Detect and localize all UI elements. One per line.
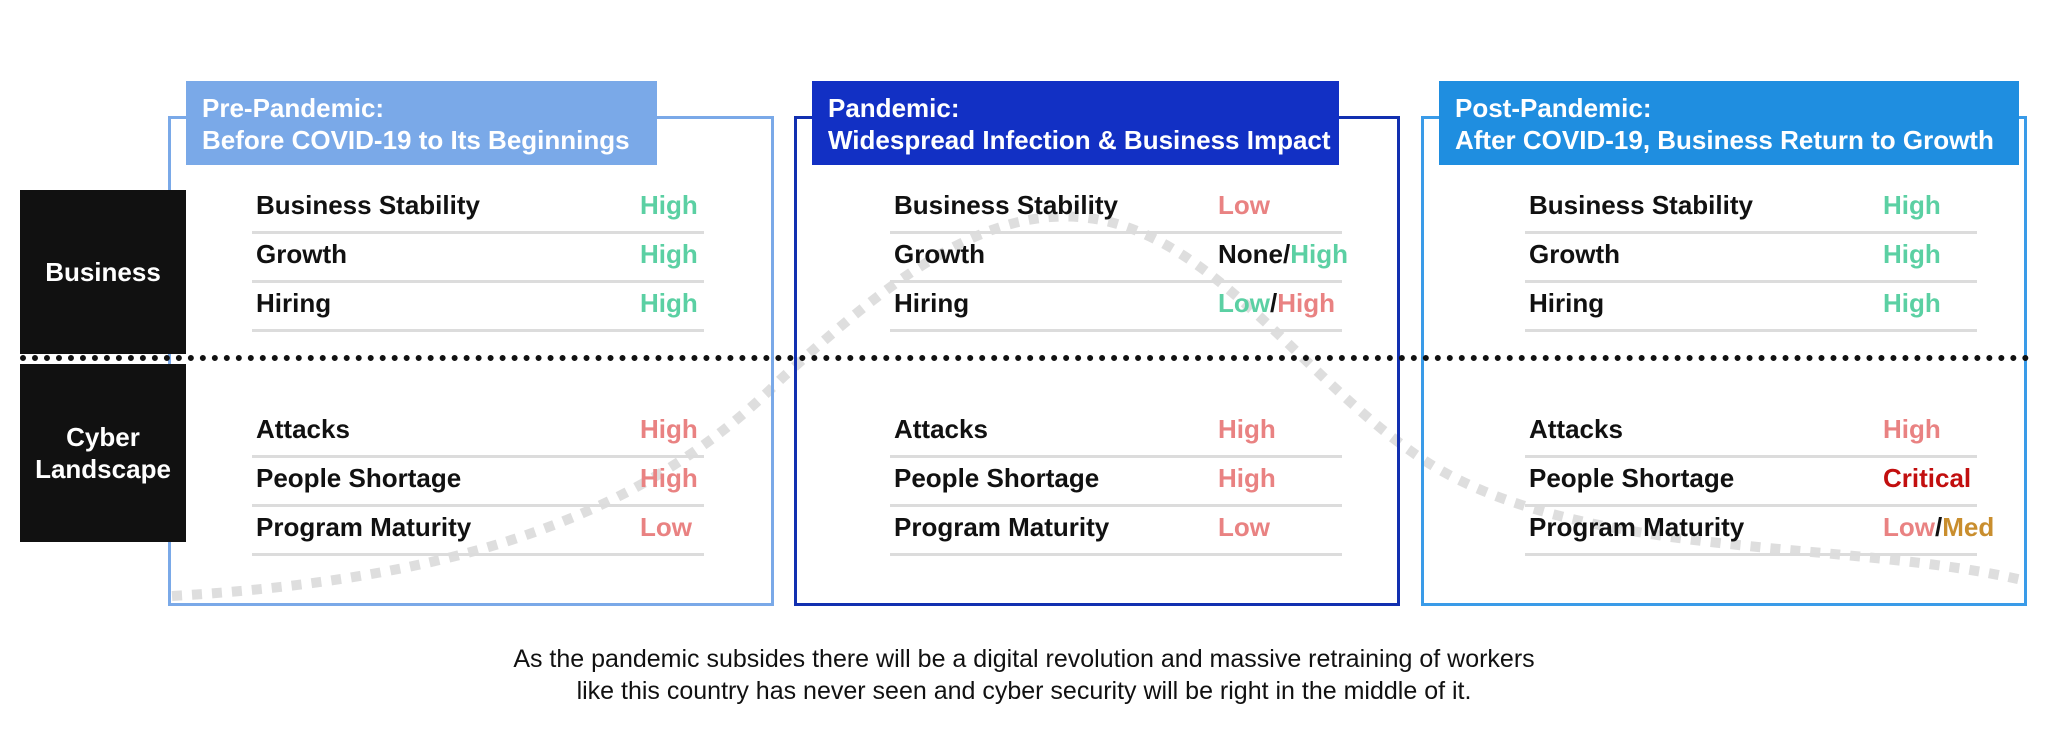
cyber-side-label-text: Cyber Landscape <box>35 422 171 484</box>
post-pandemic-header-subtitle: After COVID-19, Business Return to Growt… <box>1455 125 1994 155</box>
pandemic-people-shortage-row: People Shortage High <box>890 459 1342 507</box>
metric-value: High <box>1883 239 1941 270</box>
metric-value: Low <box>640 512 692 543</box>
metric-value-segment: High <box>640 463 698 493</box>
metric-label: People Shortage <box>256 463 462 493</box>
caption: As the pandemic subsides there will be a… <box>0 643 2048 707</box>
metric-value: High <box>640 463 698 494</box>
metric-label: Program Maturity <box>1529 512 1745 542</box>
pre-business-stability-row: Business Stability High <box>252 186 704 234</box>
metric-value-segment: Critical <box>1883 463 1972 493</box>
pre-hiring-row: Hiring High <box>252 284 704 332</box>
metric-value-segment: High <box>640 414 698 444</box>
metric-value-segment: / <box>1935 512 1943 542</box>
cyber-landscape-side-label: Cyber Landscape <box>20 364 186 542</box>
pandemic-program-maturity-row: Program Maturity Low <box>890 508 1342 556</box>
pandemic-business-stability-row: Business Stability Low <box>890 186 1342 234</box>
metric-value: Low <box>1218 512 1270 543</box>
metric-value-segment: Low <box>1883 512 1935 542</box>
metric-value: Low/Med <box>1883 512 1994 543</box>
metric-value: Low/High <box>1218 288 1335 319</box>
metric-value-segment: / <box>1283 239 1291 269</box>
business-side-label-text: Business <box>45 257 161 287</box>
metric-value-segment: High <box>1883 239 1941 269</box>
metric-value-segment: Med <box>1942 512 1995 542</box>
metric-label: Growth <box>256 239 347 269</box>
metric-value: None/High <box>1218 239 1348 270</box>
pre-attacks-row: Attacks High <box>252 410 704 458</box>
metric-label: Growth <box>894 239 985 269</box>
metric-value: High <box>1883 414 1941 445</box>
metric-label: Business Stability <box>894 190 1118 220</box>
caption-line-1: As the pandemic subsides there will be a… <box>513 645 1535 673</box>
caption-line-2: like this country has never seen and cyb… <box>576 677 1472 705</box>
post-pandemic-header: Post-Pandemic: After COVID-19, Business … <box>1439 81 2019 165</box>
business-side-label: Business <box>20 190 186 354</box>
metric-value: High <box>640 414 698 445</box>
pandemic-attacks-row: Attacks High <box>890 410 1342 458</box>
metric-label: Attacks <box>1529 414 1623 444</box>
metric-value: High <box>640 190 698 221</box>
pre-growth-row: Growth High <box>252 235 704 283</box>
pandemic-growth-row: Growth None/High <box>890 235 1348 283</box>
metric-value: High <box>640 288 698 319</box>
metric-value-segment: High <box>1883 288 1941 318</box>
metric-label: People Shortage <box>894 463 1100 493</box>
post-people-shortage-row: People Shortage Critical <box>1525 459 1977 507</box>
metric-value-segment: High <box>1277 288 1335 318</box>
metric-value-segment: Low <box>1218 288 1270 318</box>
metric-value-segment: High <box>1218 414 1276 444</box>
metric-value: Critical <box>1883 463 1971 494</box>
metric-value-segment: High <box>1883 190 1941 220</box>
metric-value-segment: High <box>640 288 698 318</box>
metric-label: Business Stability <box>1529 190 1753 220</box>
metric-label: Attacks <box>256 414 350 444</box>
metric-value-segment: Low <box>1218 190 1270 220</box>
metric-label: Business Stability <box>256 190 480 220</box>
metric-value: High <box>640 239 698 270</box>
metric-label: Hiring <box>256 288 332 318</box>
metric-value-segment: High <box>1290 239 1348 269</box>
metric-value-segment: High <box>640 190 698 220</box>
metric-label: Attacks <box>894 414 988 444</box>
pandemic-header-subtitle: Widespread Infection & Business Impact <box>828 125 1331 155</box>
pre-people-shortage-row: People Shortage High <box>252 459 704 507</box>
metric-value: High <box>1883 190 1941 221</box>
metric-value: High <box>1218 463 1276 494</box>
post-pandemic-header-title: Post-Pandemic: <box>1455 93 1652 123</box>
metric-label: Hiring <box>1529 288 1605 318</box>
metric-value: High <box>1883 288 1941 319</box>
pandemic-header-title: Pandemic: <box>828 93 960 123</box>
metric-value: High <box>1218 414 1276 445</box>
metric-label: Program Maturity <box>256 512 472 542</box>
pandemic-hiring-row: Hiring Low/High <box>890 284 1342 332</box>
pre-pandemic-header-title: Pre-Pandemic: <box>202 93 385 123</box>
metric-label: Program Maturity <box>894 512 1110 542</box>
pre-pandemic-header-subtitle: Before COVID-19 to Its Beginnings <box>202 125 630 155</box>
metric-value-segment: None <box>1218 239 1283 269</box>
metric-label: Hiring <box>894 288 970 318</box>
post-program-maturity-row: Program Maturity Low/Med <box>1525 508 1994 556</box>
pandemic-header: Pandemic: Widespread Infection & Busines… <box>812 81 1339 165</box>
metric-label: Growth <box>1529 239 1620 269</box>
metric-value-segment: Low <box>1218 512 1270 542</box>
post-attacks-row: Attacks High <box>1525 410 1977 458</box>
pre-program-maturity-row: Program Maturity Low <box>252 508 704 556</box>
pre-pandemic-header: Pre-Pandemic: Before COVID-19 to Its Beg… <box>186 81 657 165</box>
metric-value-segment: High <box>640 239 698 269</box>
post-growth-row: Growth High <box>1525 235 1977 283</box>
metric-value-segment: High <box>1883 414 1941 444</box>
post-hiring-row: Hiring High <box>1525 284 1977 332</box>
post-business-stability-row: Business Stability High <box>1525 186 1977 234</box>
business-cyber-divider <box>20 355 2030 361</box>
metric-value-segment: Low <box>640 512 692 542</box>
metric-value: Low <box>1218 190 1270 221</box>
metric-value-segment: High <box>1218 463 1276 493</box>
metric-value-segment: / <box>1270 288 1278 318</box>
metric-label: People Shortage <box>1529 463 1735 493</box>
